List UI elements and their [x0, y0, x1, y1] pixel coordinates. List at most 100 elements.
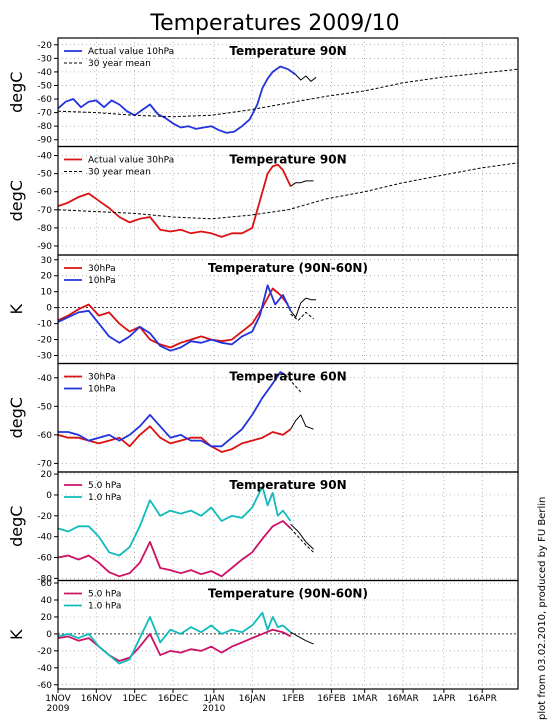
y-tick-label: -70 — [37, 109, 52, 119]
y-tick-label: 20 — [41, 272, 53, 282]
series-line-forecast-range — [290, 527, 314, 553]
y-tick-label: -60 — [37, 554, 52, 564]
x-year-label: 2009 — [47, 704, 70, 714]
y-tick-label: 20 — [41, 613, 53, 623]
y-tick-label: -70 — [37, 206, 52, 216]
y-tick-label: -60 — [37, 431, 52, 441]
legend-label: 5.0 hPa — [88, 590, 121, 600]
y-tick-label: -40 — [37, 533, 52, 543]
legend-label: 1.0 hPa — [88, 493, 121, 503]
series-group — [58, 65, 518, 134]
y-tick-label: 0 — [46, 491, 52, 501]
panel-title: Temperature 90N — [229, 44, 346, 58]
series-line-1-0-hpa — [58, 485, 292, 557]
y-axis-label: degC — [7, 506, 26, 547]
panels-group: -20 -30 -40 -50 -60 -70 -80 -90 degC Temperature … — [7, 37, 519, 691]
series-group — [58, 611, 314, 665]
series-line-forecast — [290, 297, 317, 318]
x-tick-label: 1MAR — [352, 694, 378, 704]
x-tick-label: 16APR — [468, 694, 497, 704]
x-tick-label: 16DEC — [158, 694, 188, 704]
y-tick-label: -80 — [37, 122, 52, 132]
footer-credit: plot from 03.02.2010, produced by FU Ber… — [537, 497, 548, 720]
panel-title: Temperature 90N — [229, 478, 346, 492]
y-tick-label: -20 — [37, 41, 52, 51]
series-line-forecast-10hpa — [295, 74, 317, 82]
panel-title: Temperature (90N-60N) — [208, 261, 368, 275]
y-tick-label: -30 — [37, 54, 52, 64]
series-line-30-year-mean — [58, 68, 518, 118]
y-tick-label: 0 — [46, 630, 52, 640]
legend-label: Actual value 10hPa — [88, 47, 174, 57]
y-tick-label: -90 — [37, 242, 52, 252]
x-tick-label: 16FEB — [317, 694, 346, 704]
series-line-30hpa — [58, 425, 292, 453]
y-tick-label: 30 — [41, 256, 53, 266]
series-line-forecast — [290, 523, 314, 550]
y-tick-label: -40 — [37, 374, 52, 384]
series-line-30hpa — [58, 287, 289, 349]
y-tick-label: -40 — [37, 152, 52, 162]
x-year-label: 2010 — [202, 704, 225, 714]
y-tick-label: -40 — [37, 68, 52, 78]
series-line-forecast-range — [285, 374, 302, 393]
legend-label: 10hPa — [88, 385, 116, 395]
series-line-forecast — [290, 631, 314, 645]
x-tick-label: 1JAN — [203, 694, 224, 704]
y-tick-label: 40 — [41, 596, 53, 606]
x-tick-label: 1DEC — [122, 694, 147, 704]
legend-label: 5.0 hPa — [88, 481, 121, 491]
panel-title: Temperature 60N — [229, 370, 346, 384]
series-line-10hpa — [58, 284, 292, 352]
series-line-actual-value-10hpa — [58, 65, 297, 134]
y-tick-label: -50 — [37, 402, 52, 412]
y-tick-label: -60 — [37, 188, 52, 198]
series-group — [58, 371, 314, 453]
y-tick-label: -90 — [37, 136, 52, 146]
y-tick-label: -40 — [37, 664, 52, 674]
x-tick-label: 16NOV — [81, 694, 113, 704]
series-line-forecast — [290, 414, 314, 430]
series-line-5-0-hpa — [58, 520, 292, 578]
series-line-10hpa — [58, 371, 286, 448]
y-tick-label: -50 — [37, 170, 52, 180]
legend-label: 30hPa — [88, 373, 116, 383]
y-tick-label: 60 — [41, 579, 53, 589]
x-tick-label: 1NOV — [45, 694, 71, 704]
legend-label: 30 year mean — [88, 168, 151, 178]
y-tick-label: -20 — [37, 647, 52, 657]
y-axis-label: degC — [7, 180, 26, 221]
series-line-forecast-range — [290, 311, 314, 321]
y-tick-label: 20 — [41, 470, 53, 480]
series-group — [58, 485, 314, 578]
y-tick-label: -70 — [37, 459, 52, 469]
panel-6: 60 40 20 0 -20 -40 -60 K Temperature (90N-60N) 5.… — [7, 579, 519, 691]
legend-label: Actual value 30hPa — [88, 156, 174, 166]
y-tick-label: -60 — [37, 95, 52, 105]
x-axis: 1NOV 16NOV 1DEC 16DEC 1JAN 16JAN 1FEB 16FEB 1MAR… — [45, 689, 497, 714]
y-tick-label: -20 — [37, 336, 52, 346]
panel-title: Temperature 90N — [229, 153, 346, 167]
y-tick-label: -80 — [37, 574, 52, 584]
y-tick-label: -10 — [37, 320, 52, 330]
series-line-forecast-30hpa — [290, 180, 314, 187]
y-tick-label: -60 — [37, 681, 52, 691]
y-axis-label: K — [7, 304, 26, 315]
y-axis-label: degC — [7, 397, 26, 438]
series-line-30-year-mean — [58, 162, 518, 220]
legend-label: 30 year mean — [88, 59, 151, 69]
y-tick-label: 0 — [46, 304, 52, 314]
panel-frame — [57, 579, 519, 690]
figure-title: Temperatures 2009/10 — [149, 11, 399, 36]
legend-label: 1.0 hPa — [88, 602, 121, 612]
y-tick-label: -80 — [37, 224, 52, 234]
x-tick-label: 1APR — [432, 694, 456, 704]
x-tick-label: 16MAR — [387, 694, 419, 704]
y-axis-label: degC — [7, 72, 26, 113]
y-tick-label: -30 — [37, 352, 52, 362]
series-line-actual-value-30hpa — [58, 163, 292, 238]
y-axis-label: K — [7, 629, 26, 640]
x-tick-label: 16JAN — [239, 694, 266, 704]
y-tick-label: 10 — [41, 288, 53, 298]
